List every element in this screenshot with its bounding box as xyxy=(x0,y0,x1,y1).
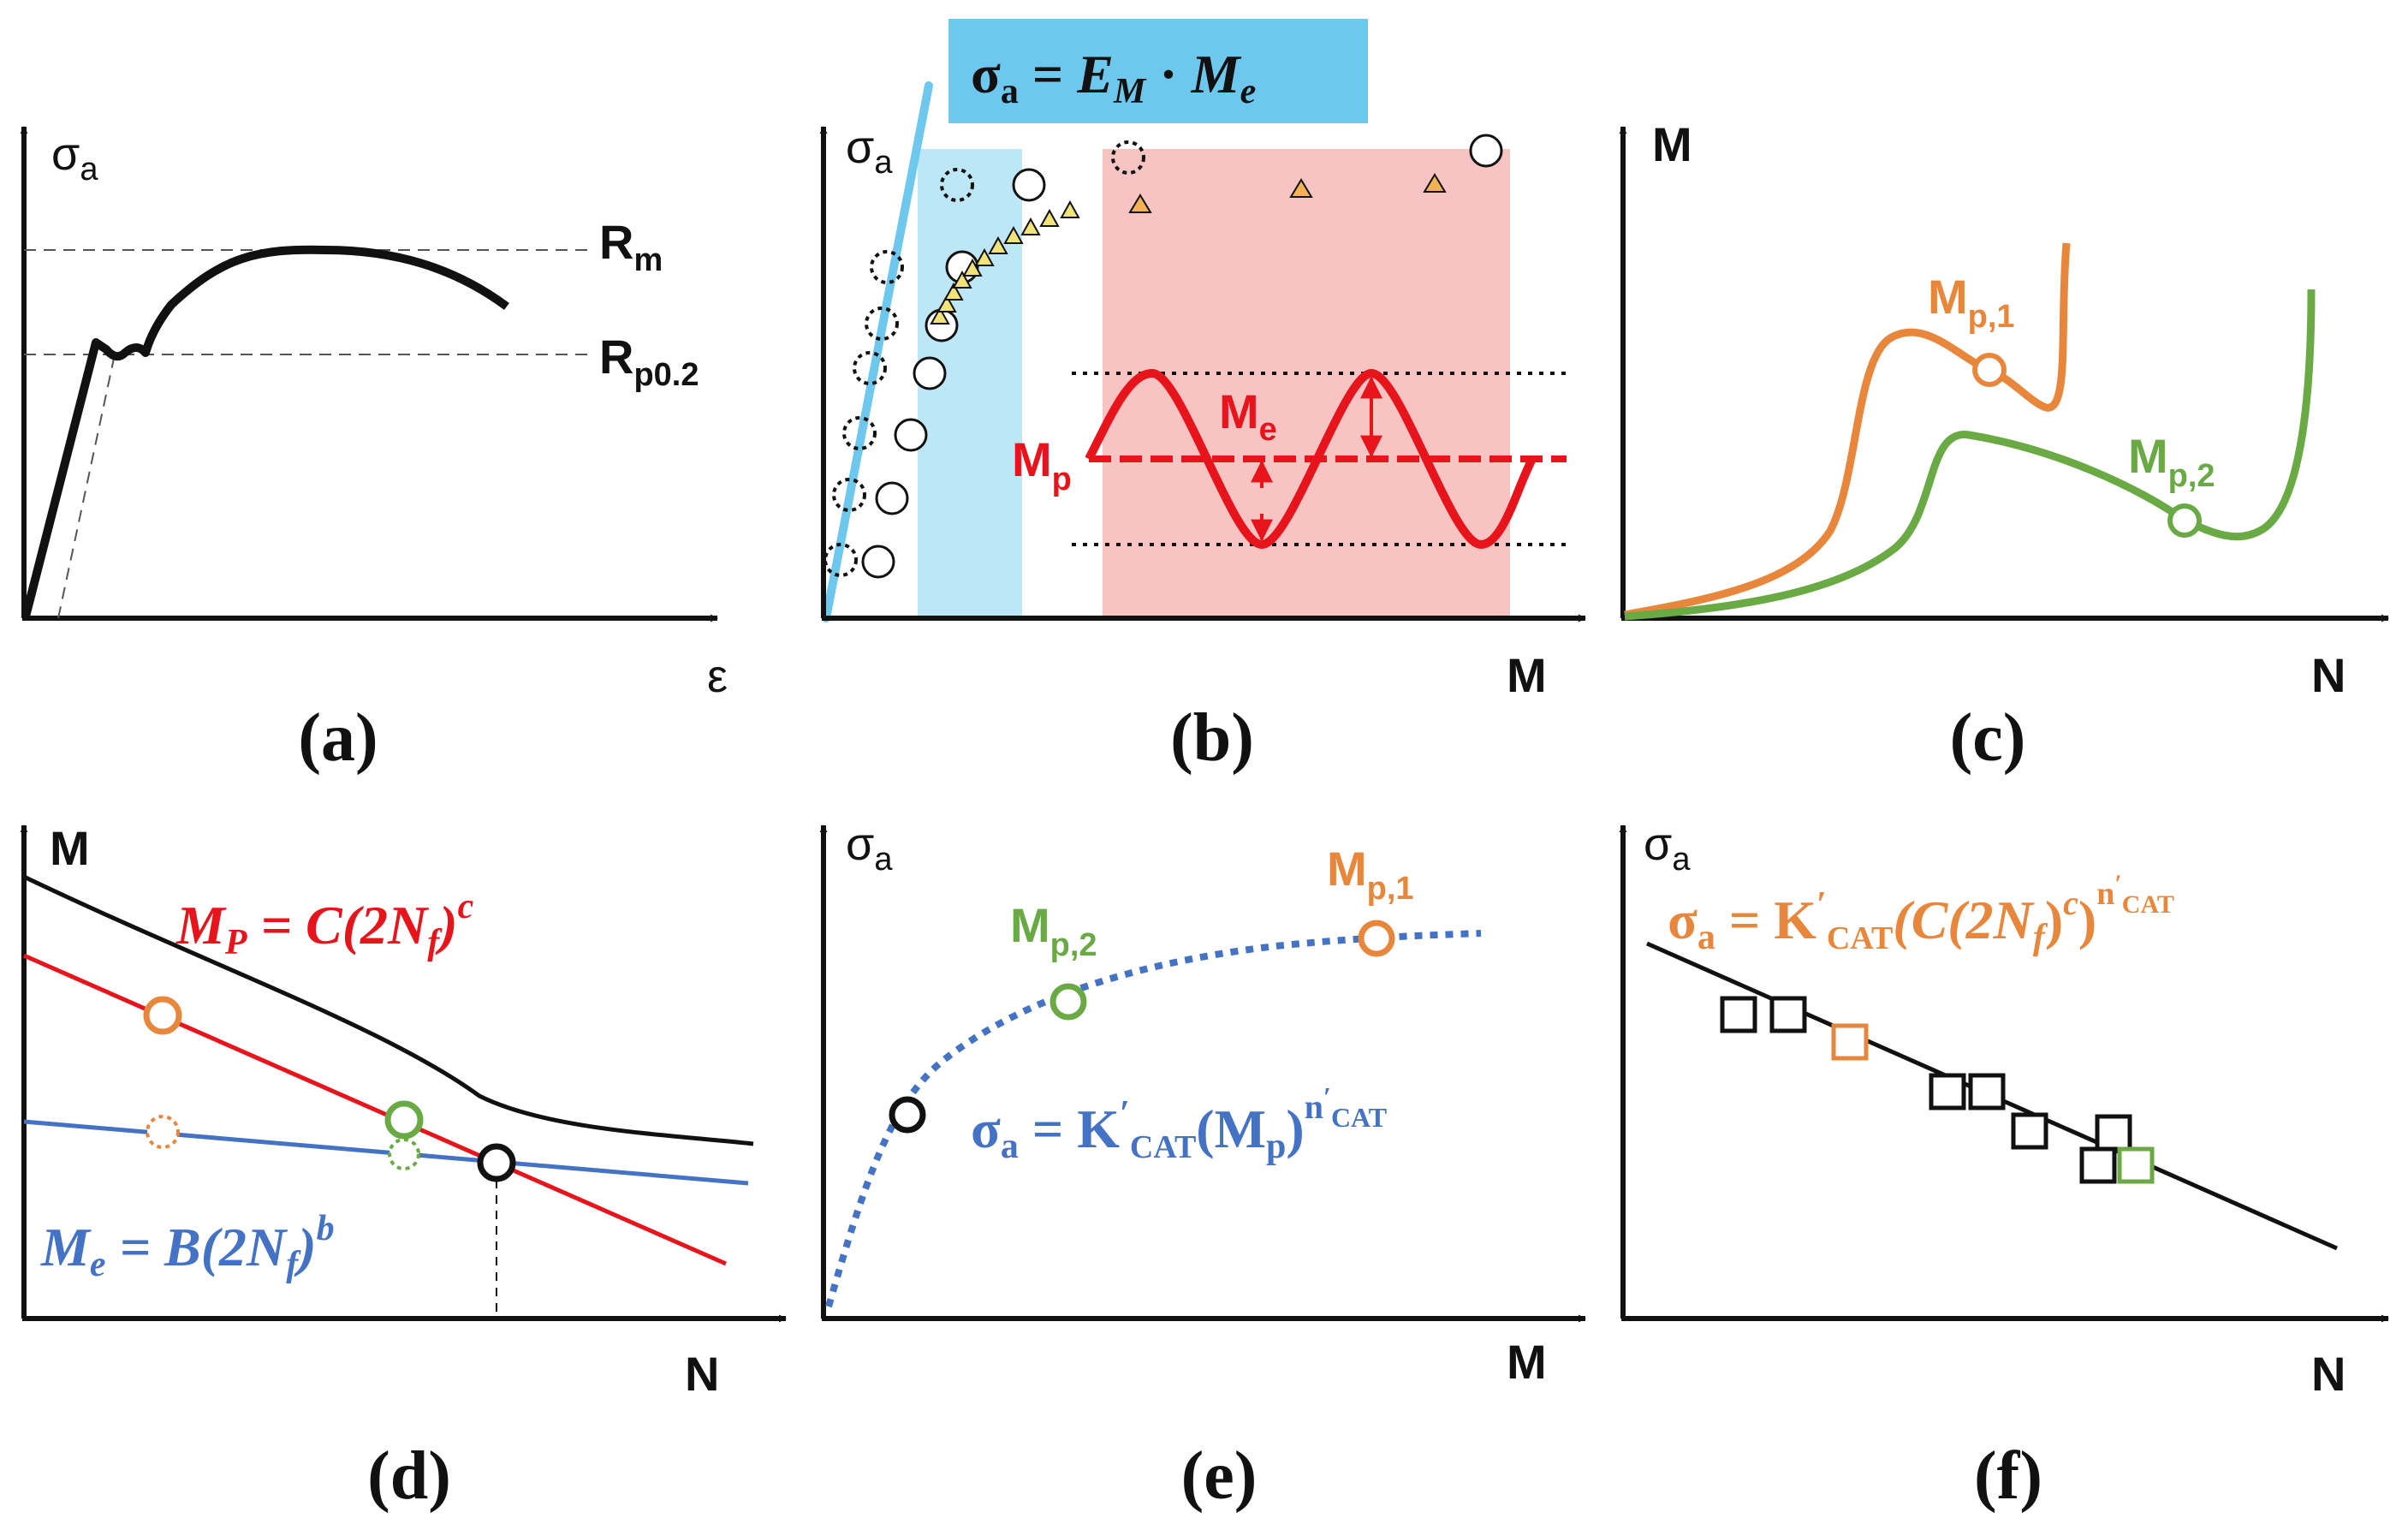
triangle xyxy=(988,235,1008,254)
mp1-label: Mp,1 xyxy=(1928,270,2015,335)
caption-e: (e) xyxy=(1181,1438,1258,1514)
total-curve xyxy=(22,874,754,1146)
square-orange xyxy=(1831,1023,1869,1061)
triangle xyxy=(936,294,957,313)
square-black xyxy=(1968,1073,2006,1110)
square-black xyxy=(2011,1112,2048,1150)
open-circle xyxy=(875,481,909,515)
x-axis-label: N xyxy=(685,1347,719,1401)
offset-line xyxy=(57,354,116,619)
mp-label: Mp xyxy=(1012,432,1072,497)
caption-d: (d) xyxy=(367,1438,451,1514)
rp-label: Rp0.2 xyxy=(599,330,699,393)
y-axis-label: σa xyxy=(846,122,893,181)
open-circle xyxy=(894,418,928,452)
equation-box xyxy=(948,19,1368,123)
mp1-marker xyxy=(1972,353,2007,387)
orange-curve xyxy=(1624,242,2071,619)
orange-marker xyxy=(143,996,182,1035)
triangle xyxy=(962,258,983,277)
triangle xyxy=(1128,193,1152,213)
dotted-circle xyxy=(842,416,877,450)
panel-d: MP = C(2Nf)c Me = B(2Nf)b M N (d) xyxy=(20,821,787,1514)
mp1-label: Mp,1 xyxy=(1327,842,1414,907)
x-axis-label: M xyxy=(1507,1335,1547,1389)
green-marker xyxy=(384,1100,424,1140)
equation-f: σa = K′CAT(C(2Nf)c)n′CAT xyxy=(1668,870,2174,957)
square-green xyxy=(2117,1146,2155,1184)
open-circle-markers xyxy=(861,134,1503,579)
triangle xyxy=(1020,217,1041,235)
square-black xyxy=(2095,1114,2132,1152)
dotted-circle xyxy=(823,543,858,577)
panel-f: σa = K′CAT(C(2Nf)c)n′CAT σa N (f) xyxy=(1619,819,2389,1514)
x-axis-label: N xyxy=(2311,1347,2346,1401)
rm-label: Rm xyxy=(599,215,663,278)
y-axis-label: M xyxy=(1652,117,1692,171)
mp2-marker xyxy=(2167,503,2202,538)
y-axis-label: M xyxy=(50,821,90,875)
dotted-circle xyxy=(940,168,974,202)
caption-c: (c) xyxy=(1950,700,2026,776)
square-black xyxy=(1769,996,1807,1033)
x-axis-label: ε xyxy=(707,651,728,702)
dotted-circle xyxy=(853,351,887,385)
equation-e: σa = K′CAT(Mp)n′CAT xyxy=(971,1081,1387,1166)
dotted-circle xyxy=(832,478,866,512)
open-circle xyxy=(1012,168,1046,202)
mp2-label: Mp,2 xyxy=(1010,898,1097,963)
triangle xyxy=(943,282,964,301)
plastic-line xyxy=(22,953,728,1266)
square-black xyxy=(1929,1073,1966,1110)
transition-marker xyxy=(477,1143,516,1182)
y-axis-label: σa xyxy=(1644,819,1691,878)
triangle xyxy=(1003,225,1024,244)
triangle xyxy=(1423,173,1447,193)
dotted-circle xyxy=(1111,140,1145,175)
equation-b: σa = EM · Me xyxy=(971,44,1256,111)
triangle xyxy=(974,247,995,266)
open-circle xyxy=(1469,134,1503,168)
orange-dotted-marker xyxy=(146,1115,180,1149)
triangle xyxy=(952,270,972,289)
me-label: Me xyxy=(1219,384,1277,448)
panel-e: Mp,2 Mp,1 σa = K′CAT(Mp)n′CAT σa M (e) xyxy=(819,819,1586,1514)
y-axis-label: σa xyxy=(846,819,893,878)
elastic-line xyxy=(822,81,933,622)
caption-f: (f) xyxy=(1974,1438,2042,1514)
black-marker xyxy=(889,1096,926,1134)
elastic-line xyxy=(23,1119,749,1186)
square-black xyxy=(2079,1146,2117,1184)
panel-a: σa ε Rm Rp0.2 (a) xyxy=(20,126,728,776)
x-axis-label: M xyxy=(1507,648,1547,702)
caption-b: (b) xyxy=(1170,700,1254,776)
stress-strain-curve xyxy=(21,245,509,618)
y-axis-label: σa xyxy=(51,128,98,188)
square-black xyxy=(1720,996,1757,1033)
green-dotted-marker xyxy=(388,1138,420,1170)
green-curve xyxy=(1624,289,2316,621)
mp1-marker xyxy=(1358,920,1395,957)
red-equation: MP = C(2Nf)c xyxy=(175,887,474,962)
dotted-circle-markers xyxy=(823,140,1145,577)
panel-c: Mp,1 Mp,2 M N (c) xyxy=(1619,117,2389,776)
open-circle xyxy=(913,356,947,390)
blue-equation: Me = B(2Nf)b xyxy=(40,1209,335,1284)
triangle xyxy=(1039,208,1060,227)
x-axis-label: N xyxy=(2311,648,2346,702)
triangle-markers xyxy=(930,173,1447,324)
triangle xyxy=(1289,178,1313,198)
triangle xyxy=(1060,199,1080,218)
square-markers xyxy=(1720,996,2155,1184)
triangle xyxy=(930,306,950,324)
sine-wave xyxy=(1085,368,1537,550)
caption-a: (a) xyxy=(298,700,378,776)
dotted-circle xyxy=(865,307,899,341)
mp2-label: Mp,2 xyxy=(2128,429,2215,494)
panel-b: Me Mp σa = EM · Me σa M (b) xyxy=(819,19,1586,776)
open-circle xyxy=(861,545,895,579)
mp2-marker xyxy=(1049,983,1087,1021)
dotted-circle xyxy=(870,250,904,284)
